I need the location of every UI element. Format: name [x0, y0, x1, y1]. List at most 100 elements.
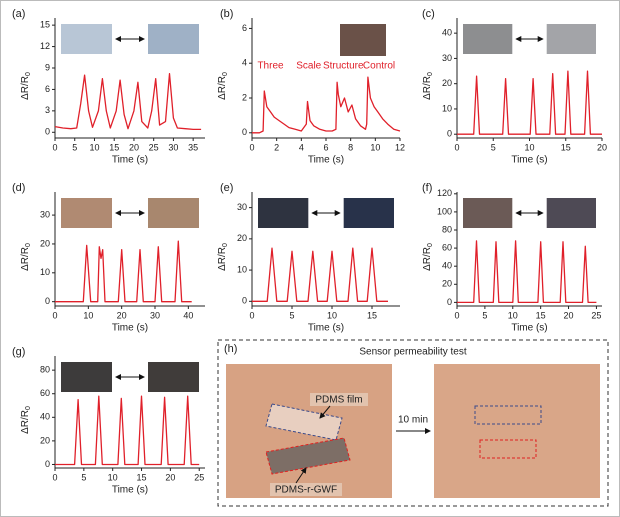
y-axis-label: ΔR/R0 — [422, 243, 434, 271]
y-tick-label: 30 — [237, 202, 247, 212]
annotation: Control — [363, 60, 395, 71]
annotation: Structure — [323, 60, 364, 71]
y-tick-label: 80 — [442, 224, 452, 234]
y-label-main: ΔR/R — [20, 410, 31, 434]
y-tick-label: 0 — [242, 127, 247, 137]
x-axis-label: Time (s) — [112, 323, 148, 334]
pointer — [295, 467, 307, 484]
x-tick-label: 5 — [81, 472, 86, 482]
panel-label: (c) — [422, 8, 435, 20]
data-line — [55, 240, 192, 303]
x-tick-label: 20 — [564, 310, 574, 320]
y-tick-label: 0 — [45, 296, 50, 306]
panel-label: (b) — [220, 8, 233, 20]
photo — [546, 198, 596, 228]
y-tick-label: 120 — [437, 188, 452, 198]
y-tick-label: 20 — [442, 78, 452, 88]
x-tick-label: 0 — [52, 310, 57, 320]
y-tick-label: 10 — [237, 264, 247, 274]
x-tick-label: 2 — [274, 142, 279, 152]
x-axis-label: Time (s) — [112, 485, 148, 496]
pdms-gwf — [265, 437, 351, 475]
y-tick-label: 15 — [40, 20, 50, 30]
x-axis-label: Time (s) — [308, 155, 344, 166]
x-tick-label: 10 — [108, 472, 118, 482]
y-axis-label: ΔR/R0 — [20, 406, 32, 434]
y-label-sub: 0 — [222, 243, 229, 247]
data-line — [252, 247, 388, 302]
panel-label: (a) — [12, 8, 25, 20]
x-tick-label: 20 — [117, 310, 127, 320]
x-axis-label: Time (s) — [308, 323, 344, 334]
panel-h: (h) Sensor permeability test PDMS film P… — [217, 339, 609, 507]
x-axis-label: Time (s) — [511, 323, 547, 334]
y-axis-label: ΔR/R0 — [217, 243, 229, 271]
y-tick-label: 40 — [442, 28, 452, 38]
x-tick-label: 10 — [508, 310, 518, 320]
y-tick-label: 100 — [437, 206, 452, 216]
y-tick-label: 3 — [45, 105, 50, 115]
x-tick-label: 40 — [183, 310, 193, 320]
pdms-gwf-after — [479, 439, 537, 459]
y-label-sub: 0 — [25, 406, 32, 410]
y-label-sub: 0 — [427, 72, 434, 76]
x-tick-label: 10 — [83, 310, 93, 320]
photo — [61, 198, 112, 228]
x-tick-label: 10 — [89, 142, 99, 152]
photo — [258, 198, 309, 228]
photo — [148, 24, 199, 54]
y-tick-label: 9 — [45, 62, 50, 72]
y-axis-label: ΔR/R0 — [20, 72, 32, 100]
x-tick-label: 0 — [249, 310, 254, 320]
y-tick-label: 0 — [242, 296, 247, 306]
x-tick-label: 35 — [188, 142, 198, 152]
panel-label: (f) — [422, 182, 432, 194]
x-tick-label: 25 — [194, 472, 204, 482]
y-axis-label: ΔR/R0 — [20, 243, 32, 271]
y-tick-label: 60 — [442, 242, 452, 252]
data-line — [457, 240, 597, 304]
x-tick-label: 25 — [149, 142, 159, 152]
x-tick-label: 5 — [491, 142, 496, 152]
y-tick-label: 40 — [40, 412, 50, 422]
x-tick-label: 0 — [52, 472, 57, 482]
photo — [148, 198, 199, 228]
photo — [340, 24, 386, 56]
panel-label: (e) — [220, 182, 233, 194]
x-tick-label: 15 — [367, 310, 377, 320]
y-label-main: ΔR/R — [20, 76, 31, 100]
x-tick-label: 20 — [597, 142, 607, 152]
y-tick-label: 2 — [242, 92, 247, 102]
photo — [463, 24, 513, 54]
x-tick-label: 15 — [137, 472, 147, 482]
x-tick-label: 10 — [327, 310, 337, 320]
annotation: Scale — [296, 60, 321, 71]
film-label: PDMS film — [315, 395, 362, 406]
y-label-main: ΔR/R — [217, 76, 228, 100]
y-axis-label: ΔR/R0 — [422, 72, 434, 100]
y-tick-label: 12 — [40, 41, 50, 51]
data-line — [252, 76, 401, 134]
x-tick-label: 5 — [482, 310, 487, 320]
x-tick-label: 0 — [454, 310, 459, 320]
y-tick-label: 40 — [442, 261, 452, 271]
y-tick-label: 10 — [40, 267, 50, 277]
y-label-main: ΔR/R — [217, 247, 228, 271]
y-axis-label: ΔR/R0 — [217, 72, 229, 100]
y-tick-label: 60 — [40, 388, 50, 398]
pdms-film-after — [474, 405, 542, 425]
y-label-sub: 0 — [427, 243, 434, 247]
y-tick-label: 6 — [45, 84, 50, 94]
x-tick-label: 5 — [289, 310, 294, 320]
x-axis-label: Time (s) — [511, 155, 547, 166]
x-tick-label: 15 — [536, 310, 546, 320]
y-label-sub: 0 — [222, 72, 229, 76]
x-tick-label: 15 — [109, 142, 119, 152]
photo — [148, 362, 199, 392]
panel: (f) 0 5 10 15 20 25 0 20 40 60 80 100 120 Time (s) ΔR/R… — [422, 182, 602, 334]
data-line — [457, 70, 602, 135]
